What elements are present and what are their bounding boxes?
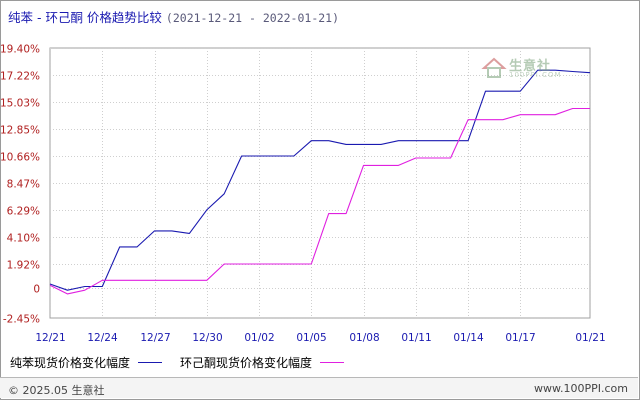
legend-label-benzene: 纯苯现货价格变化幅度 [10,356,131,370]
legend-item-benzene: 纯苯现货价格变化幅度 [10,354,163,371]
y-tick-label: 8.47% [7,179,40,191]
x-tick-label: 01/05 [296,332,326,344]
series-line-0 [49,69,591,291]
x-tick-label: 01/17 [505,332,535,344]
chart-legend: 纯苯现货价格变化幅度 环己酮现货价格变化幅度 [10,354,362,371]
y-tick-label: 12.85% [0,125,40,137]
watermark: 生意社 100PPI.COM [481,55,562,81]
x-tick-label: 12/27 [140,332,170,344]
x-tick-label: 12/30 [192,332,222,344]
x-tick-label: 01/02 [244,332,274,344]
legend-label-cyclohexanone: 环己酮现货价格变化幅度 [180,356,313,370]
watermark-text: 生意社 [509,59,552,74]
watermark-sub: 100PPI.COM [509,71,562,79]
x-tick-label: 12/21 [35,332,65,344]
y-tick-label: 6.29% [7,206,40,218]
x-tick-label: 01/14 [453,332,484,344]
chart-title: 纯苯 - 环己酮 价格趋势比较 (2021-12-21 - 2022-01-21… [8,7,339,26]
chart-title-range: (2021-12-21 - 2022-01-21) [165,11,340,25]
footer-copyright: © 2025.05 生意社 [8,384,105,397]
y-tick-label: 10.66% [0,152,40,164]
legend-item-cyclohexanone: 环己酮现货价格变化幅度 [180,354,345,371]
y-tick-label: 15.03% [0,98,40,110]
series-line-1 [49,107,590,295]
x-tick-label: 01/21 [575,332,605,344]
x-tick-label: 01/11 [401,332,431,344]
y-tick-label: 17.22% [0,71,40,83]
chart-title-main: 纯苯 - 环己酮 价格趋势比较 [8,10,162,25]
house-logo-icon [481,57,507,78]
footer-site-link[interactable]: www.100PPI.com [534,382,628,395]
legend-swatch-benzene [138,362,163,363]
y-tick-label: -2.45% [3,314,40,326]
x-tick-label: 01/08 [349,332,379,344]
y-tick-label: 4.10% [7,233,40,245]
x-tick-label: 12/24 [87,332,118,344]
y-tick-label: 19.40% [0,44,40,56]
y-tick-label: 0 [33,284,40,296]
footer: © 2025.05 生意社 www.100PPI.com [0,377,638,398]
legend-swatch-cyclohexanone [320,362,345,363]
y-tick-label: 1.92% [7,260,40,272]
